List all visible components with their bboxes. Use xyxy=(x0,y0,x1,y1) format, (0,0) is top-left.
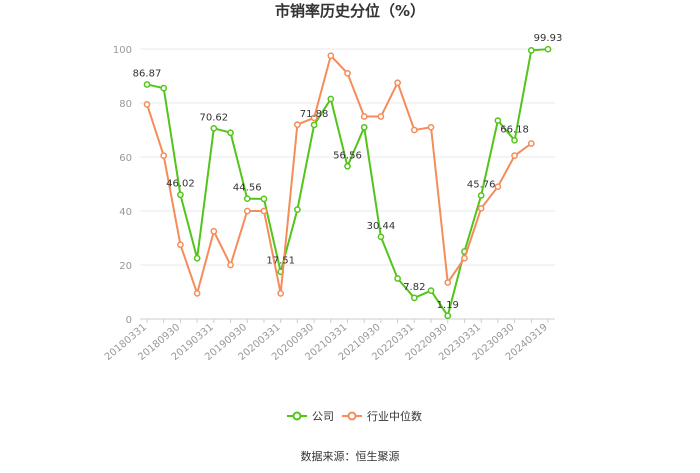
legend[interactable]: 公司 行业中位数 xyxy=(287,409,422,423)
data-label: 1.19 xyxy=(437,300,459,311)
legend-label-company: 公司 xyxy=(312,410,334,423)
y-tick-label: 100 xyxy=(113,45,132,56)
data-point-industry[interactable] xyxy=(360,113,368,120)
data-point-company[interactable] xyxy=(360,123,368,131)
data-point-industry[interactable] xyxy=(527,140,535,147)
legend-marker-industry xyxy=(347,411,357,421)
data-point-industry[interactable] xyxy=(327,52,335,60)
data-point-industry[interactable] xyxy=(227,261,234,269)
data-point-company[interactable] xyxy=(494,117,502,124)
data-point-company[interactable] xyxy=(210,124,218,132)
data-point-industry[interactable] xyxy=(260,207,268,215)
data-point-company[interactable] xyxy=(143,81,151,88)
data-point-industry[interactable] xyxy=(461,254,468,262)
data-point-industry[interactable] xyxy=(177,241,184,249)
data-point-company[interactable] xyxy=(511,136,518,144)
legend-item-industry[interactable]: 行业中位数 xyxy=(342,409,422,423)
data-point-company[interactable] xyxy=(327,95,335,103)
data-point-company[interactable] xyxy=(410,294,418,302)
data-point-company[interactable] xyxy=(427,287,435,294)
data-point-company[interactable] xyxy=(243,195,251,203)
data-label: 45.76 xyxy=(467,179,496,190)
data-label: 56.56 xyxy=(333,150,362,161)
data-label: 30.44 xyxy=(367,221,396,232)
data-point-company[interactable] xyxy=(227,129,234,137)
data-point-industry[interactable] xyxy=(193,290,201,297)
y-tick-label: 60 xyxy=(119,153,132,164)
data-source: 数据来源：恒生聚源 xyxy=(301,449,400,463)
data-label: 17.51 xyxy=(266,256,295,267)
data-label: 86.87 xyxy=(133,68,162,79)
data-point-company[interactable] xyxy=(310,121,318,129)
data-label: 70.62 xyxy=(200,112,229,123)
series-layer xyxy=(143,45,552,320)
data-point-industry[interactable] xyxy=(444,279,452,286)
data-point-company[interactable] xyxy=(394,275,401,282)
data-point-industry[interactable] xyxy=(344,69,351,77)
data-point-industry[interactable] xyxy=(310,114,318,122)
data-label: 66.18 xyxy=(500,124,529,135)
y-tick-label: 80 xyxy=(119,99,132,110)
data-point-industry[interactable] xyxy=(410,126,418,134)
data-point-industry[interactable] xyxy=(477,204,485,212)
data-point-industry[interactable] xyxy=(294,121,301,128)
legend-marker-company xyxy=(292,411,302,421)
data-point-company[interactable] xyxy=(477,192,485,199)
data-point-industry[interactable] xyxy=(511,152,518,159)
data-point-industry[interactable] xyxy=(243,207,251,215)
chart-title: 市销率历史分位（%） xyxy=(275,2,425,20)
data-point-industry[interactable] xyxy=(210,227,218,235)
data-point-company[interactable] xyxy=(377,233,385,241)
data-point-company[interactable] xyxy=(177,191,184,199)
data-point-company[interactable] xyxy=(294,206,301,213)
axis-layer: 0204060801002018033120180930201903312019… xyxy=(103,45,550,363)
data-point-company[interactable] xyxy=(527,47,535,54)
data-label: 7.82 xyxy=(403,282,425,293)
y-tick-label: 40 xyxy=(119,207,132,218)
legend-item-company[interactable]: 公司 xyxy=(287,410,334,423)
data-label: 46.02 xyxy=(166,179,195,190)
data-point-company[interactable] xyxy=(344,162,351,170)
data-point-industry[interactable] xyxy=(143,101,151,108)
data-point-industry[interactable] xyxy=(277,290,285,297)
data-point-industry[interactable] xyxy=(394,79,401,87)
data-point-company[interactable] xyxy=(544,45,552,53)
series-line-industry xyxy=(146,53,532,297)
y-tick-label: 0 xyxy=(126,315,132,326)
data-point-company[interactable] xyxy=(444,312,452,320)
y-tick-label: 20 xyxy=(119,261,132,272)
data-label: 44.56 xyxy=(233,183,262,194)
data-point-industry[interactable] xyxy=(160,152,168,159)
legend-label-industry: 行业中位数 xyxy=(367,409,422,423)
data-label: 99.93 xyxy=(534,33,563,44)
data-point-company[interactable] xyxy=(160,84,168,92)
data-label-layer: 86.87 46.02 70.62 44.56 17.51 71.88 56.56 30.44… xyxy=(133,33,563,311)
data-point-industry[interactable] xyxy=(494,183,502,191)
data-point-industry[interactable] xyxy=(427,123,435,131)
data-point-company[interactable] xyxy=(193,254,201,262)
data-label: 71.88 xyxy=(300,109,329,120)
data-point-industry[interactable] xyxy=(377,113,385,120)
data-point-company[interactable] xyxy=(260,195,268,203)
